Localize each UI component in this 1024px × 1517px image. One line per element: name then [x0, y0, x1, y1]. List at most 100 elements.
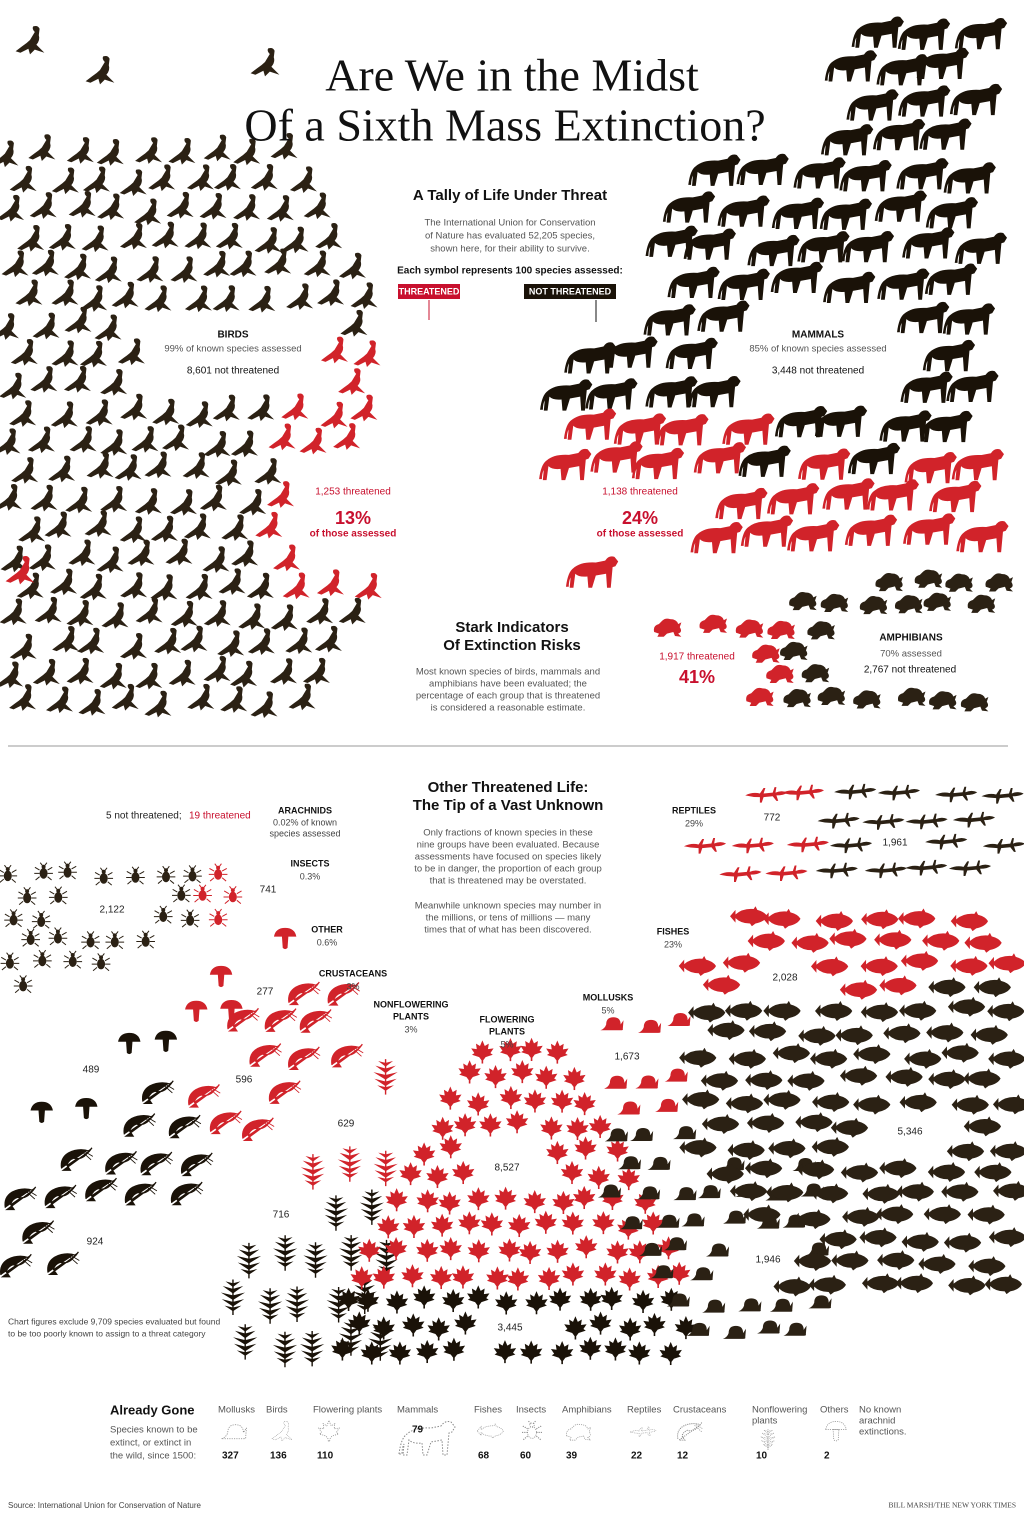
species-icon [731, 837, 774, 854]
species-icon [230, 660, 258, 688]
species-icon [579, 1287, 602, 1311]
species-icon [924, 263, 978, 295]
percent: 41% [679, 667, 715, 687]
species-icon [233, 194, 261, 221]
species-icon [415, 1339, 439, 1364]
species-icon [752, 644, 780, 663]
species-icon [229, 250, 257, 278]
species-icon [631, 1289, 655, 1313]
species-icon [728, 1048, 766, 1069]
species-icon [32, 949, 53, 969]
species-icon [185, 401, 213, 428]
species-icon [416, 1189, 439, 1213]
species-icon [230, 430, 258, 458]
species-icon [299, 427, 327, 455]
species-icon [60, 1147, 94, 1171]
species-icon [30, 484, 58, 512]
species-icon [929, 480, 982, 513]
note: arachnid [859, 1416, 895, 1427]
species-icon [250, 47, 280, 77]
species-icon [585, 378, 638, 410]
species-icon [257, 1287, 283, 1325]
species-icon [125, 866, 146, 885]
species-icon [22, 1219, 56, 1244]
species-icon [946, 370, 999, 402]
intro: The International Union for Conservation [424, 218, 595, 229]
species-icon [767, 483, 820, 515]
species-icon [635, 1075, 659, 1089]
species-icon [48, 223, 76, 251]
species-icon [85, 1177, 118, 1202]
species-icon [841, 230, 895, 263]
species-icon [166, 191, 194, 219]
body: Most known species of birds, mammals and [416, 667, 600, 678]
species-icon [120, 393, 148, 421]
species-icon [336, 1145, 363, 1183]
ghost-icon [318, 1420, 340, 1442]
species-icon [315, 223, 343, 250]
species-icon [809, 1048, 848, 1069]
species-icon [97, 193, 125, 221]
species-icon [272, 1331, 298, 1368]
ghost-icon [760, 1428, 776, 1450]
species-icon [186, 164, 214, 192]
species-icon [288, 981, 321, 1006]
species-icon [630, 1127, 654, 1141]
not-threatened: 2,767 not threatened [864, 665, 956, 676]
group-assessed: 3% [404, 1024, 417, 1034]
species-icon [970, 1024, 1008, 1045]
species-icon [817, 812, 860, 829]
species-icon [48, 886, 69, 905]
species-icon [162, 424, 190, 452]
species-icon [144, 690, 172, 718]
species-icon [281, 226, 309, 254]
not-threatened: 8,601 not threatened [187, 366, 279, 377]
species-icon [746, 687, 774, 706]
group-name: FLOWERING [480, 1014, 535, 1024]
species-icon [592, 1211, 615, 1235]
species-icon [168, 659, 196, 687]
species-icon [185, 1000, 208, 1022]
species-icon [801, 664, 830, 683]
species-icon [679, 1137, 717, 1158]
species-icon [769, 1298, 793, 1312]
species-icon [655, 1098, 679, 1112]
species-icon [597, 1184, 622, 1198]
species-icon [62, 950, 83, 969]
species-icon [587, 1165, 610, 1189]
species-icon [984, 1274, 1023, 1295]
species-icon [68, 190, 96, 218]
species-icon [135, 662, 163, 690]
threatened: 772 [764, 813, 781, 824]
item-name: Insects [516, 1405, 546, 1416]
species-icon [141, 1080, 175, 1104]
species-icon [75, 1097, 98, 1120]
body: extinct, or extinct in [110, 1438, 191, 1449]
species-icon [949, 83, 1003, 116]
species-icon [9, 165, 37, 193]
species-icon [81, 225, 109, 253]
species-icon [214, 459, 242, 487]
species-icon [725, 1093, 764, 1114]
threatened: 629 [338, 1119, 355, 1130]
species-icon [118, 1032, 141, 1055]
species-icon [170, 1181, 204, 1206]
species-icon [679, 1047, 717, 1068]
species-icon [1, 250, 29, 278]
species-icon [700, 1070, 739, 1091]
species-icon [973, 977, 1011, 998]
species-icon [27, 426, 55, 454]
species-icon [458, 1060, 481, 1084]
species-icon [0, 661, 24, 689]
species-icon [798, 448, 851, 480]
species-icon [377, 1215, 400, 1239]
species-icon [693, 442, 747, 474]
species-icon [350, 282, 378, 310]
species-icon [220, 686, 248, 713]
species-icon [250, 691, 278, 719]
species-icon [727, 1140, 765, 1161]
species-icon [156, 865, 176, 885]
species-icon [466, 1092, 490, 1116]
species-icon [862, 814, 905, 830]
